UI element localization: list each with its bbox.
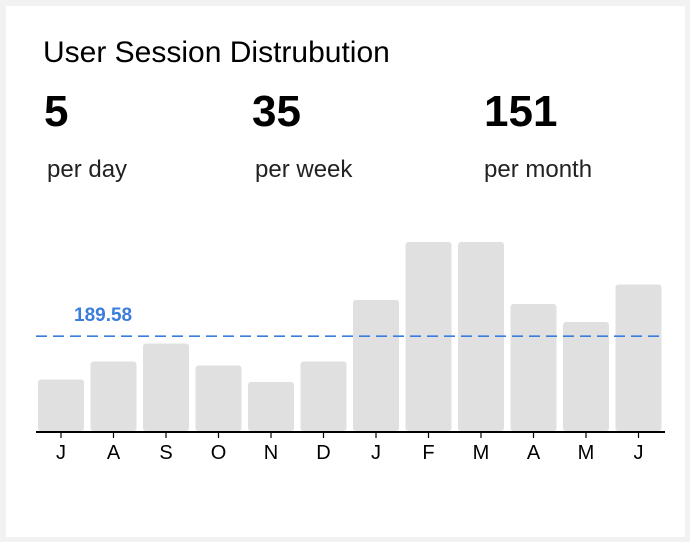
x-tick-label-3: O bbox=[211, 442, 227, 464]
x-tick-label-9: A bbox=[527, 442, 541, 464]
x-tick-label-7: F bbox=[422, 442, 434, 464]
stat-per-month-value: 151 bbox=[484, 87, 558, 136]
x-tick-label-11: J bbox=[634, 442, 644, 464]
x-tick-label-6: J bbox=[371, 442, 381, 464]
stat-per-day-label: per day bbox=[47, 156, 128, 183]
bar-4 bbox=[248, 382, 294, 431]
session-bar-chart: 189.58 J A S O N D J F M A M J bbox=[36, 242, 665, 464]
bar-6 bbox=[353, 300, 399, 431]
x-tick-label-2: S bbox=[159, 442, 172, 464]
x-tick-label-8: M bbox=[473, 442, 490, 464]
bar-9 bbox=[510, 304, 557, 431]
stat-per-week-label: per week bbox=[255, 156, 353, 183]
x-tick-label-10: M bbox=[578, 442, 595, 464]
stat-per-day-value: 5 bbox=[44, 87, 69, 136]
bar-1 bbox=[90, 361, 137, 431]
bar-2 bbox=[143, 343, 189, 431]
bar-10 bbox=[563, 322, 609, 431]
bar-0 bbox=[38, 379, 84, 431]
bar-11 bbox=[615, 284, 662, 431]
x-tick-label-1: A bbox=[107, 442, 121, 464]
x-tick-label-0: J bbox=[56, 442, 66, 464]
x-tick-label-5: D bbox=[316, 442, 330, 464]
stat-per-week-value: 35 bbox=[252, 87, 301, 136]
bar-3 bbox=[195, 365, 242, 431]
bar-5 bbox=[300, 361, 347, 431]
session-distribution-card: User Session Distrubution 5 per day 35 p… bbox=[6, 6, 685, 537]
average-label: 189.58 bbox=[74, 305, 132, 326]
x-tick-label-4: N bbox=[264, 442, 278, 464]
stat-per-month-label: per month bbox=[484, 156, 593, 183]
card-title: User Session Distrubution bbox=[43, 36, 390, 69]
